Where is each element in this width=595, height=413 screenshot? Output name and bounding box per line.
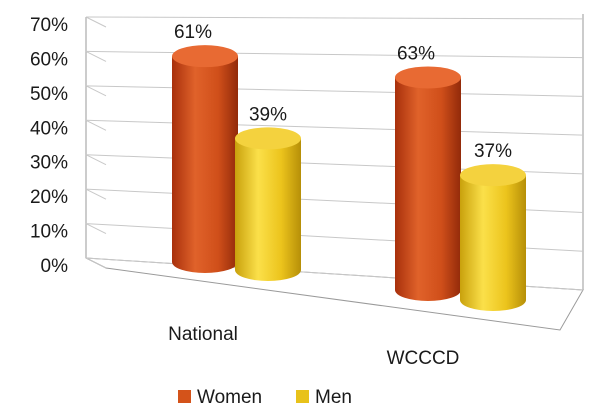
bar-men-national (235, 127, 301, 281)
value-label: 39% (249, 104, 287, 125)
legend-label: Women (197, 387, 262, 408)
legend-item-men: Men (296, 387, 352, 408)
value-label: 61% (174, 22, 212, 43)
left-wall-edge (85, 17, 107, 269)
bar-women-wcccd (395, 66, 461, 301)
bar-body (172, 56, 238, 273)
gridline-side (85, 257, 107, 269)
legend-label: Men (315, 387, 352, 408)
gridline (85, 50, 584, 59)
y-tick-label: 40% (30, 118, 68, 139)
gridline-side (85, 50, 107, 62)
legend: Women Men (178, 387, 352, 408)
y-tick-label: 10% (30, 222, 68, 243)
gridline (85, 16, 584, 20)
gridline-side (85, 119, 107, 131)
value-label: 37% (474, 141, 512, 162)
bar-top (172, 45, 238, 68)
bar-top (235, 127, 301, 150)
legend-swatch (178, 390, 191, 403)
value-label: 63% (397, 43, 435, 64)
bar-body (395, 77, 461, 301)
bar-men-wcccd (460, 164, 526, 311)
gridline (85, 85, 584, 97)
bars (172, 45, 526, 311)
y-tick-label: 0% (41, 256, 69, 277)
y-tick-label: 50% (30, 84, 68, 105)
bar-top (460, 164, 526, 187)
gridline-side (85, 188, 107, 200)
y-axis-ticks: 0% 10% 20% 30% 40% 50% 60% 70% (30, 15, 68, 277)
legend-swatch (296, 390, 309, 403)
category-labels: National WCCCD (168, 324, 459, 369)
y-tick-label: 60% (30, 49, 68, 70)
category-label: WCCCD (387, 348, 460, 369)
bar-top (395, 66, 461, 89)
bar-body (235, 138, 301, 281)
bar-body (460, 175, 526, 311)
y-tick-label: 70% (30, 15, 68, 36)
legend-item-women: Women (178, 387, 262, 408)
gridline-side (85, 154, 107, 166)
y-tick-label: 20% (30, 187, 68, 208)
gridline-side (85, 16, 107, 28)
category-label: National (168, 324, 238, 345)
value-labels: 61% 63% 39% 37% (174, 22, 512, 162)
gridline-side (85, 223, 107, 235)
y-tick-label: 30% (30, 153, 68, 174)
gridline-side (85, 85, 107, 97)
gridline (85, 119, 584, 136)
bar-women-national (172, 45, 238, 273)
